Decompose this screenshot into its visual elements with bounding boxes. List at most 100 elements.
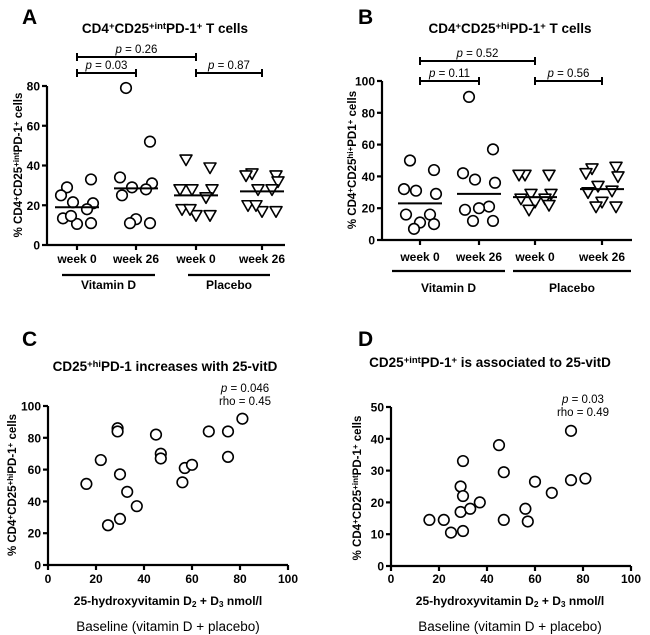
data-point-circle <box>456 454 470 468</box>
group-label: Placebo <box>206 278 252 292</box>
data-point-circle <box>427 218 441 231</box>
caption: Baseline (vitamin D + placebo) <box>418 619 601 634</box>
chart-title: CD25+hiPD-1 increases with 25-vitD <box>53 359 278 374</box>
x-tick-label: week 26 <box>238 252 285 266</box>
chart-title-segment: + <box>456 21 462 32</box>
significance-bracket: p = 0.52 <box>419 48 536 65</box>
chart-title-segment: + <box>452 355 458 366</box>
data-point-circle <box>60 181 74 194</box>
chart-title-segment: T cells <box>546 21 592 36</box>
data-point-circle <box>111 425 124 438</box>
y-tick-label: 80 <box>362 106 376 120</box>
y-tick-label: 20 <box>27 199 41 213</box>
y-axis-label-segment: +hi <box>6 474 15 486</box>
x-axis-label-segment: 25-hydroxyvitamin D <box>416 594 534 608</box>
data-point-triangle <box>609 201 623 214</box>
chart-title-segment: +int <box>149 21 167 32</box>
data-point-circle <box>458 203 472 216</box>
y-axis-label-segment: % CD4 <box>352 523 364 560</box>
chart-title-segment: CD25 <box>114 21 149 36</box>
y-axis-label: % CD4+CD25+intPD-1+ cells <box>351 416 364 561</box>
data-point-circle <box>121 485 134 498</box>
x-tick-label: week 0 <box>56 252 97 266</box>
data-point-circle <box>528 475 542 488</box>
chart-title: CD4+CD25+hiPD-1+ T cells <box>428 21 591 36</box>
x-tick-label: 80 <box>233 572 247 586</box>
data-point-triangle <box>265 184 279 197</box>
data-point-circle <box>497 513 510 526</box>
data-point-circle <box>84 217 98 230</box>
y-tick-label: 40 <box>362 170 376 184</box>
data-point-triangle <box>203 162 217 175</box>
p-value-label: p = 0.03 <box>85 60 128 72</box>
x-axis-label: 25-hydroxyvitamin D2 + D3 nmol/l <box>74 594 262 609</box>
chart-title-segment: PD-1 increases with 25-vitD <box>101 359 278 374</box>
data-point-triangle <box>255 205 269 219</box>
data-point-triangle <box>609 161 623 174</box>
p-symbol: p <box>547 68 555 80</box>
y-axis-label-segment: +int <box>12 152 21 167</box>
data-point-triangle <box>512 169 526 182</box>
y-axis-label-segment: CD25 <box>13 166 25 196</box>
data-point-circle <box>482 200 496 213</box>
significance-bracket: p = 0.11 <box>419 68 480 85</box>
data-point-circle <box>486 143 500 156</box>
data-point-circle <box>473 496 486 509</box>
data-point-circle <box>437 513 450 526</box>
y-axis-label: % CD4+CD25hi+PD1+ cells <box>346 91 359 229</box>
y-axis-label-segment: CD25 <box>352 489 364 519</box>
y-tick-label: 0 <box>33 239 40 253</box>
x-axis-label-segment: + D <box>197 594 220 608</box>
x-axis-label-segment: 2 <box>192 599 197 609</box>
chart-title-segment: CD25 <box>53 359 88 374</box>
x-tick-label: 0 <box>388 572 395 586</box>
data-point-triangle <box>514 193 528 206</box>
y-axis-label-segment: + <box>6 515 15 520</box>
stat-annotation: p = 0.03 <box>561 394 604 406</box>
y-tick-label: 60 <box>27 119 41 133</box>
data-point-circle <box>149 428 163 441</box>
data-point-circle <box>456 489 470 503</box>
data-point-circle <box>130 500 143 513</box>
data-point-circle <box>143 135 157 148</box>
x-axis-label-segment: 3 <box>219 599 224 609</box>
data-point-circle <box>519 502 532 515</box>
data-point-circle <box>492 439 506 452</box>
y-tick-label: 0 <box>368 234 375 248</box>
data-point-circle <box>468 173 482 186</box>
p-value-label: p = 0.87 <box>207 60 250 72</box>
x-axis-label-segment: nmol/l <box>224 594 263 608</box>
y-tick-label: 20 <box>371 496 385 510</box>
significance-bracket: p = 0.26 <box>76 44 197 61</box>
data-point-circle <box>113 512 127 525</box>
p-value-label: p = 0.26 <box>115 44 158 56</box>
data-point-circle <box>101 519 115 532</box>
data-point-triangle <box>203 209 217 222</box>
data-point-circle <box>429 187 443 200</box>
y-axis-label-segment: + <box>351 519 360 524</box>
data-point-circle <box>486 214 500 228</box>
data-point-circle <box>407 222 421 235</box>
stat-annotation: rho = 0.49 <box>557 407 609 419</box>
data-point-circle <box>423 513 436 526</box>
data-point-circle <box>456 524 470 538</box>
panel-letter: A <box>22 6 37 29</box>
data-point-circle <box>564 424 578 437</box>
chart-title-segment: PD-1 <box>166 21 197 36</box>
y-tick-label: 60 <box>28 463 42 477</box>
data-point-triangle <box>185 184 199 197</box>
data-point-circle <box>115 189 129 202</box>
y-tick-label: 100 <box>355 75 375 89</box>
x-tick-label: week 0 <box>514 250 555 264</box>
y-tick-label: 80 <box>28 431 42 445</box>
x-tick-label: 100 <box>278 572 298 586</box>
data-point-circle <box>409 184 423 197</box>
y-axis-label-segment: cells <box>347 91 359 120</box>
chart-title-segment: is associated to 25-vitD <box>457 355 611 370</box>
chart-title-segment: CD25 <box>369 355 404 370</box>
data-point-circle <box>70 217 84 231</box>
data-point-circle <box>64 209 78 223</box>
x-tick-label: week 0 <box>175 252 216 266</box>
